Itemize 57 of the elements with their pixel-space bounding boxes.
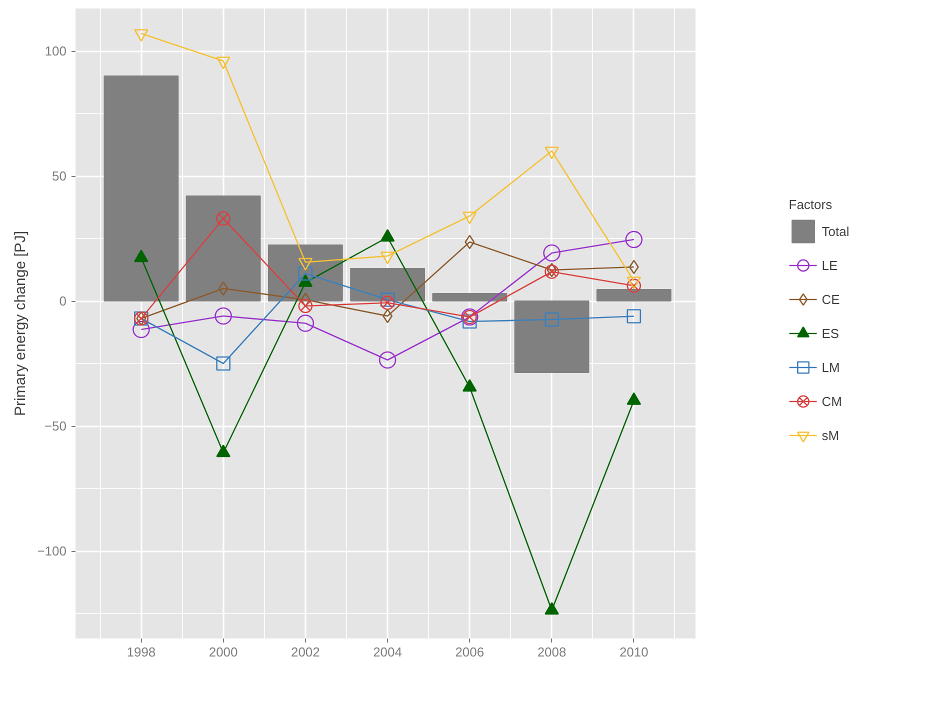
legend-label: sM [822, 428, 840, 442]
point [626, 309, 642, 324]
legend-label: CM [822, 394, 842, 408]
legend-label: LM [822, 360, 841, 374]
point [218, 281, 228, 296]
x-tick-label: 2004 [373, 644, 402, 660]
bar [432, 293, 508, 302]
point [626, 278, 642, 293]
point [628, 260, 639, 274]
bar [596, 289, 672, 302]
point [462, 314, 477, 329]
y-tick-label: 100 [44, 44, 67, 58]
point [134, 29, 148, 42]
point [298, 266, 313, 281]
bar [104, 76, 179, 302]
point [625, 230, 643, 248]
point [462, 212, 477, 224]
y-tick-label: 50 [52, 168, 67, 184]
bar [514, 300, 590, 373]
legend-label: Total [822, 224, 850, 238]
point [298, 298, 313, 314]
point [462, 379, 477, 392]
x-tick-label: 1998 [126, 644, 156, 660]
legend-title: Factors [788, 197, 834, 212]
x-tick-label: 2010 [619, 644, 648, 660]
point [296, 314, 314, 332]
point [378, 351, 396, 369]
bar [350, 268, 426, 302]
point [544, 312, 559, 327]
point [464, 234, 475, 250]
point [300, 292, 310, 307]
y-tick-label: −50 [44, 418, 67, 434]
point [544, 602, 559, 615]
y-tick-label: −100 [37, 544, 67, 558]
x-tick-label: 2000 [208, 644, 238, 660]
legend-label: LE [822, 258, 839, 272]
x-tick-label: 2002 [290, 644, 320, 660]
point [216, 56, 230, 70]
point [382, 308, 393, 324]
point [626, 392, 642, 405]
point [298, 258, 313, 270]
legend-label: CE [822, 292, 841, 306]
point [544, 146, 559, 160]
point [216, 211, 230, 226]
point [216, 444, 230, 458]
y-tick-label: 0 [59, 294, 67, 308]
point [132, 320, 150, 338]
legend-label: ES [822, 326, 840, 340]
bar [186, 196, 261, 302]
y-axis-title: Primary energy change [PJ] [12, 230, 30, 416]
point [216, 356, 230, 371]
point [214, 307, 232, 325]
point [543, 244, 560, 262]
x-tick-label: 2008 [537, 644, 566, 660]
point [380, 292, 395, 307]
point [380, 296, 395, 310]
x-tick-label: 2006 [455, 644, 484, 660]
